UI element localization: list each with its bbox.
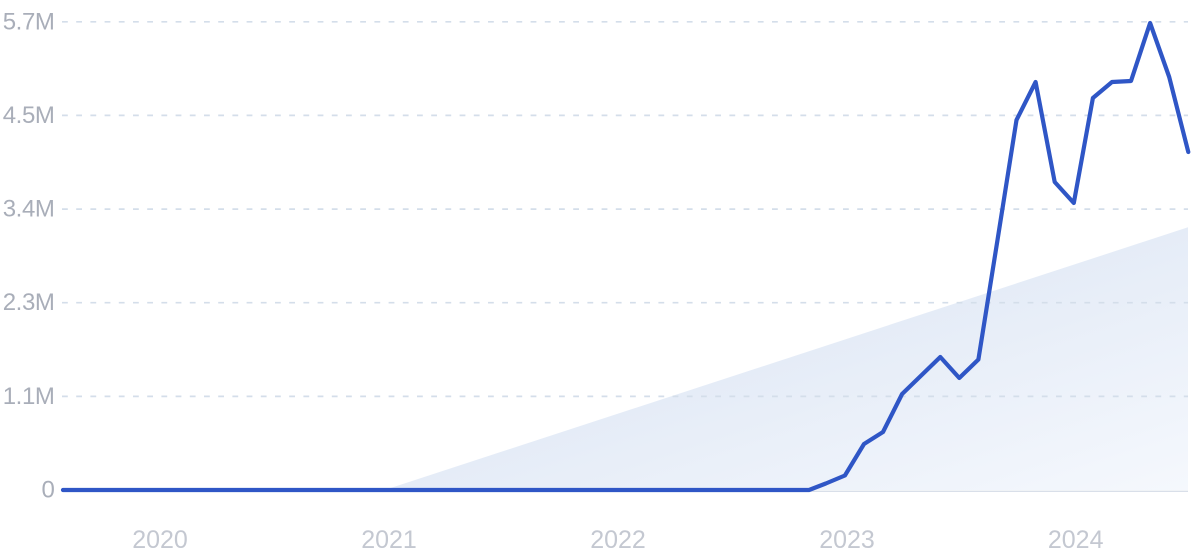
svg-text:1.1M: 1.1M bbox=[3, 383, 55, 410]
svg-text:0: 0 bbox=[42, 477, 55, 504]
svg-text:2020: 2020 bbox=[132, 526, 188, 554]
svg-text:5.7M: 5.7M bbox=[3, 8, 55, 35]
svg-text:2.3M: 2.3M bbox=[3, 289, 55, 316]
svg-text:2024: 2024 bbox=[1048, 526, 1104, 554]
svg-text:3.4M: 3.4M bbox=[3, 196, 55, 223]
svg-text:2021: 2021 bbox=[361, 526, 417, 554]
svg-text:2022: 2022 bbox=[590, 526, 646, 554]
svg-text:4.5M: 4.5M bbox=[3, 102, 55, 129]
svg-text:2023: 2023 bbox=[819, 526, 875, 554]
